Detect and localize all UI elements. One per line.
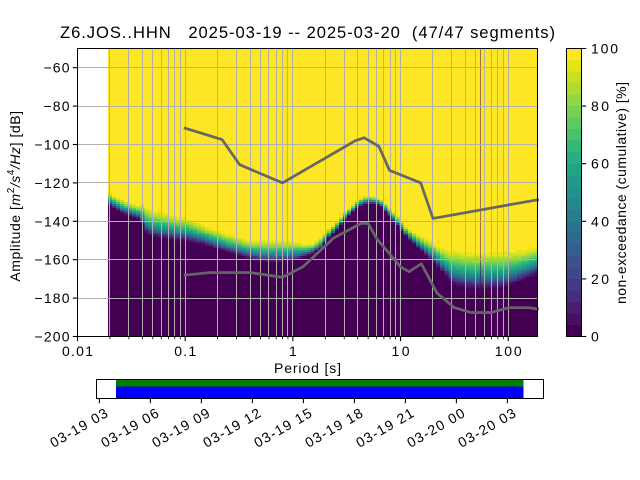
svg-text:Amplitude [m2/s4/Hz] [dB]: Amplitude [m2/s4/Hz] [dB]: [6, 110, 23, 281]
svg-text:0: 0: [591, 329, 599, 345]
svg-text:Period [s]: Period [s]: [274, 360, 341, 376]
svg-text:non-exceedance (cumulative) [%: non-exceedance (cumulative) [%]: [613, 82, 629, 304]
svg-text:−200: −200: [35, 329, 70, 345]
svg-text:−100: −100: [35, 137, 70, 153]
svg-text:−140: −140: [35, 213, 70, 229]
svg-text:1: 1: [289, 343, 297, 359]
svg-text:−80: −80: [44, 98, 70, 114]
svg-text:−160: −160: [35, 252, 70, 268]
svg-text:100: 100: [591, 41, 618, 57]
svg-text:Z6.JOS..HHN 2025-03-19 -- 20: Z6.JOS..HHN 2025-03-19 -- 2025-03-20 (47…: [60, 23, 555, 42]
svg-text:0.01: 0.01: [62, 343, 93, 359]
svg-text:−60: −60: [44, 60, 70, 76]
svg-text:100: 100: [495, 343, 522, 359]
svg-text:−120: −120: [35, 175, 70, 191]
svg-text:0.1: 0.1: [174, 343, 196, 359]
svg-text:−180: −180: [35, 290, 70, 306]
